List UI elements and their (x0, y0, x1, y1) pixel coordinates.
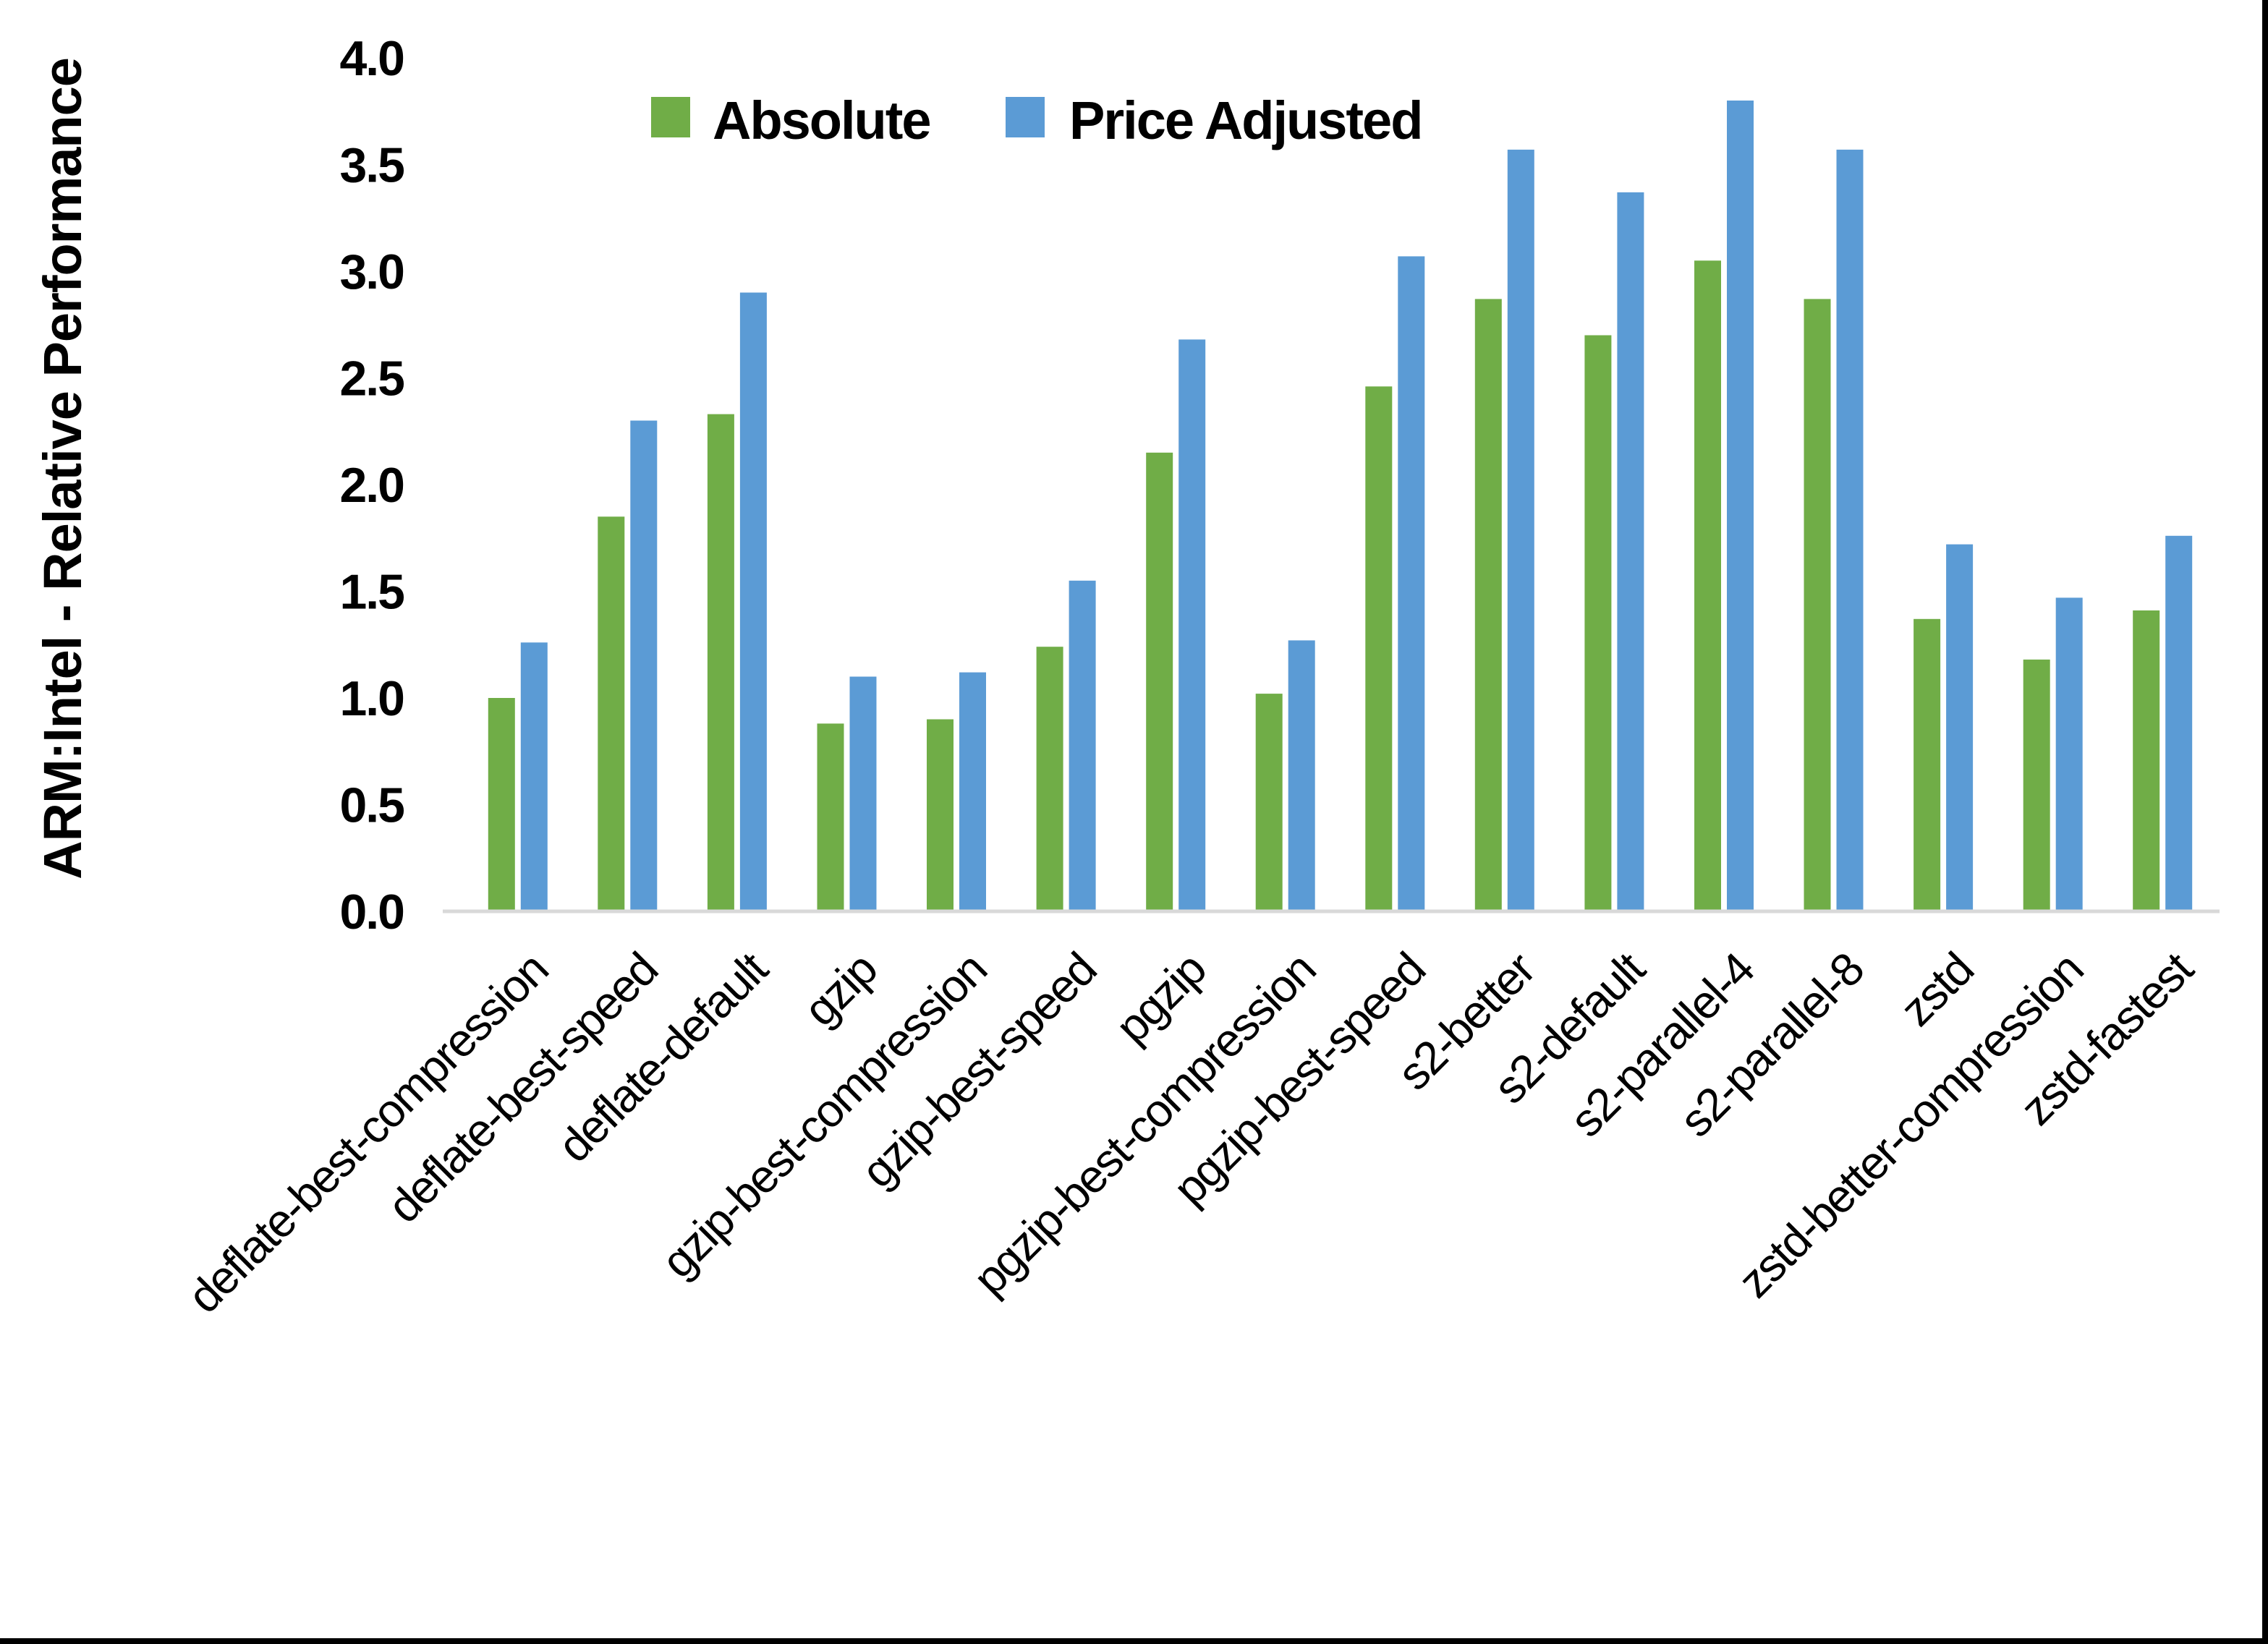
bar-price-adjusted-zstd-fastest (2165, 535, 2193, 911)
bar-price-adjusted-gzip-best-speed (1069, 580, 1096, 912)
bar-absolute-gzip-best-compression (927, 719, 954, 911)
y-axis-tick-labels: 0.0 0.5 1.0 1.5 2.0 2.5 3.0 3.5 4.0 (339, 31, 405, 940)
frame-border-bottom (0, 1638, 2268, 1644)
legend-label-price-adjusted: Price Adjusted (1069, 90, 1422, 150)
bar-absolute-pgzip-best-compression (1255, 694, 1283, 911)
y-tick-label-3.0: 3.0 (339, 244, 404, 299)
y-axis-title: ARM:Intel - Relative Performance (33, 58, 93, 880)
bar-absolute-deflate-best-compression (488, 698, 515, 911)
bar-absolute-s2-parallel-4 (1694, 260, 1721, 912)
y-tick-label-3.5: 3.5 (339, 138, 404, 193)
legend-swatch-price-adjusted (1006, 97, 1045, 137)
bar-absolute-s2-parallel-8 (1804, 299, 1831, 911)
bar-price-adjusted-pgzip-best-speed (1398, 256, 1425, 911)
bar-price-adjusted-pgzip-best-compression (1288, 640, 1315, 911)
bar-absolute-pgzip-best-speed (1365, 386, 1393, 911)
legend-label-absolute: Absolute (713, 90, 930, 150)
bar-price-adjusted-zstd (1946, 544, 1974, 911)
bar-absolute-zstd-fastest (2133, 610, 2160, 911)
bar-price-adjusted-deflate-default (739, 292, 767, 911)
bar-price-adjusted-gzip (849, 676, 877, 911)
x-label-zstd: zstd (1890, 943, 1983, 1036)
bar-price-adjusted-pgzip (1178, 339, 1206, 911)
bar-absolute-gzip (817, 723, 844, 911)
y-tick-label-1.5: 1.5 (339, 565, 404, 620)
bar-absolute-deflate-best-speed (598, 516, 625, 912)
bar-absolute-deflate-default (707, 414, 734, 911)
bar-absolute-zstd (1914, 618, 1941, 911)
bar-price-adjusted-s2-parallel-4 (1727, 101, 1754, 911)
bar-absolute-zstd-better-compression (2023, 659, 2050, 911)
bar-price-adjusted-deflate-best-compression (520, 642, 548, 911)
bar-absolute-pgzip (1146, 452, 1173, 912)
legend: Absolute Price Adjusted (651, 90, 1423, 150)
x-label-gzip: gzip (794, 943, 886, 1036)
y-tick-label-0.0: 0.0 (339, 885, 404, 940)
frame-border-right (2262, 0, 2268, 1644)
bar-price-adjusted-deflate-best-speed (630, 420, 658, 911)
y-tick-label-0.5: 0.5 (339, 778, 404, 833)
x-axis-category-labels: deflate-best-compressiondeflate-best-spe… (178, 942, 2204, 1323)
y-tick-label-1.0: 1.0 (339, 671, 404, 726)
y-tick-label-2.0: 2.0 (339, 458, 404, 513)
y-tick-label-2.5: 2.5 (339, 352, 404, 406)
bar-absolute-gzip-best-speed (1036, 647, 1063, 911)
bar-price-adjusted-s2-better (1507, 149, 1534, 911)
bar-absolute-s2-default (1584, 335, 1612, 911)
bar-price-adjusted-s2-parallel-8 (1836, 149, 1864, 911)
bars-layer (488, 101, 2193, 912)
legend-swatch-absolute (651, 97, 690, 137)
bar-price-adjusted-zstd-better-compression (2055, 597, 2083, 911)
bar-absolute-s2-better (1474, 299, 1502, 911)
y-tick-label-4.0: 4.0 (339, 31, 404, 86)
bar-price-adjusted-gzip-best-compression (959, 672, 986, 911)
bar-price-adjusted-s2-default (1617, 192, 1644, 911)
